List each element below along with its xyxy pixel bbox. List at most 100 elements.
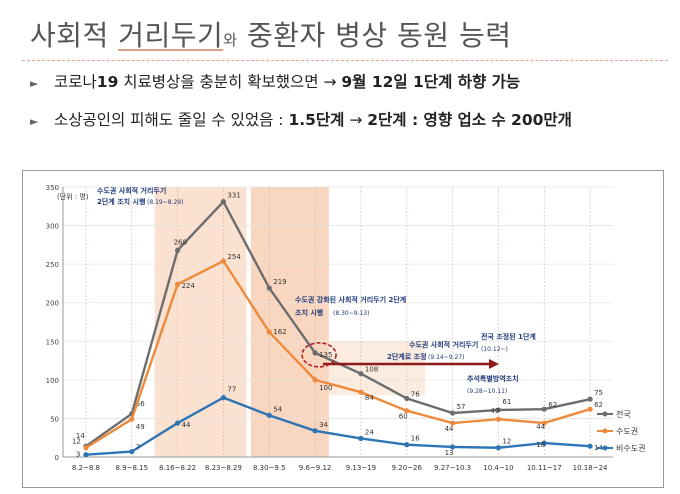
series-2-point-5 [312, 428, 318, 434]
series-2-point-6 [358, 435, 364, 442]
phase3-annotation-line2: 2단계로 조정 [387, 352, 427, 361]
legend-label-0: 전국 [616, 409, 631, 419]
series-2-label-1: 7 [136, 444, 140, 452]
series-0-point-5 [312, 350, 318, 356]
series-2-label-7: 16 [411, 435, 420, 443]
legend-item-1: 수도권 [597, 426, 638, 436]
series-1-label-6: 84 [365, 394, 374, 402]
phase2-annotation-line2: 조치 시행 [295, 308, 323, 317]
series-2-point-1 [129, 449, 135, 455]
nation-annotation-line1: 전국 조정된 1단계 [481, 332, 536, 341]
series-0-label-1: 56 [136, 400, 145, 408]
series-line-2 [85, 396, 591, 456]
chart-grid [63, 186, 613, 458]
y-tick-label-2: 100 [46, 377, 59, 385]
series-1-point-10 [541, 420, 547, 426]
series-0-label-9: 61 [502, 398, 511, 406]
chuseok-annotation-line1: 추석특별방역조치 [467, 374, 519, 383]
y-tick-label-5: 250 [46, 261, 59, 269]
series-0-point-11 [587, 396, 593, 402]
legend-item-0: 전국 [597, 409, 631, 419]
phase2-annotation-period: (8.30~9.13) [333, 310, 369, 317]
series-1-label-8: 44 [445, 425, 454, 433]
series-1-point-8 [449, 420, 456, 426]
title-divider [22, 60, 668, 61]
series-2-point-9 [495, 445, 502, 451]
series-1-point-0 [83, 445, 89, 451]
series-1-label-1: 49 [136, 423, 145, 431]
series-1-point-1 [129, 416, 135, 422]
series-0-label-2: 268 [174, 238, 187, 246]
series-2-label-4: 54 [273, 405, 282, 413]
series-2-point-4 [266, 412, 272, 418]
trend-arrow-head [489, 359, 499, 369]
series-1-label-9: 49 [490, 407, 499, 415]
legend-item-2: 비수도권 [597, 443, 645, 453]
series-0-point-6 [358, 371, 364, 377]
series-0-label-10: 62 [548, 401, 557, 409]
series-1-label-11: 62 [594, 401, 603, 409]
bullet-arrow-icon: ► [30, 77, 39, 90]
phase3-shade [328, 341, 426, 396]
legend-label-2: 비수도권 [616, 443, 645, 453]
x-tick-label-1: 8.9~8.15 [115, 464, 148, 472]
x-tick-label-11: 10.18~24 [573, 464, 608, 472]
phase3-annotation-line1: 수도권 사회적 거리두기 [409, 340, 478, 349]
phase1-annotation-period: (8.19~8.29) [147, 199, 183, 206]
x-tick-label-5: 9.6~9.12 [299, 464, 332, 472]
series-1-label-4: 162 [273, 328, 286, 336]
series-2-label-0: 3 [76, 451, 80, 459]
bullet-1: ► 코로나19 치료병상을 충분히 확보했으면 → 9월 12일 1단계 하향 가… [30, 73, 521, 91]
y-tick-label-4: 200 [46, 300, 59, 308]
series-0-label-4: 219 [273, 278, 286, 286]
line-chart: 0 50 100 150 200 250 300 350 8.2~8.8 8.9~8.15 8.1… [46, 184, 646, 472]
phase1-annotation-line1: 수도권 사회적 거리두기 [97, 186, 166, 195]
y-tick-label-7: 350 [46, 184, 59, 192]
legend: 전국 수도권 비수도권 [597, 409, 645, 453]
y-tick-label-1: 50 [50, 415, 59, 423]
phase1-shade [154, 187, 247, 457]
series-2-label-10: 18 [536, 441, 545, 449]
series-2-point-0 [83, 452, 89, 458]
series-0-label-0: 14 [76, 432, 85, 440]
series-2-label-2: 44 [182, 421, 191, 429]
series-1-point-7 [404, 408, 410, 414]
series-line-1 [85, 259, 591, 449]
series-2-label-6: 24 [365, 428, 374, 436]
series-2-point-10 [541, 440, 547, 446]
series-0-point-2 [174, 247, 181, 253]
x-tick-label-4: 8.30~9.5 [253, 464, 286, 472]
x-tick-label-0: 8.2~8.8 [72, 464, 100, 472]
series-1-label-3: 254 [227, 253, 241, 261]
series-1-label-0: 12 [72, 438, 81, 446]
series-0-label-7: 76 [411, 390, 420, 398]
series-1-label-5: 100 [319, 384, 332, 392]
series-0-label-11: 75 [594, 389, 603, 397]
chuseok-annotation-period: (9.28~10.11) [467, 388, 507, 395]
series-2-point-3 [220, 395, 227, 401]
x-tick-label-2: 8.16~8.22 [159, 464, 196, 472]
series-1-point-2 [174, 281, 181, 287]
phase2-annotation-line1: 수도권 강화된 사회적 거리두기 2단계 [295, 295, 406, 304]
series-0-label-3: 331 [227, 192, 240, 200]
bullet-arrow-icon: ► [30, 115, 39, 128]
series-1-label-7: 60 [399, 413, 408, 421]
series-2-label-5: 34 [319, 421, 328, 429]
y-tick-label-6: 300 [46, 223, 59, 231]
series-1-point-11 [587, 406, 593, 412]
series-2-point-8 [449, 444, 456, 450]
unit-label: (단위 : 명) [57, 192, 89, 201]
x-tick-label-3: 8.23~8.29 [205, 464, 242, 472]
series-0-point-9 [495, 407, 502, 413]
series-0-point-4 [266, 285, 272, 291]
highlight-circle [301, 342, 337, 368]
series-0-point-3 [220, 199, 227, 205]
chart-frame: 0 50 100 150 200 250 300 350 8.2~8.8 8.9~8.15 8.1… [22, 170, 664, 488]
slide-title: 사회적 거리두기와 중환자 병상 동원 능력 [30, 19, 512, 52]
series-2-point-7 [404, 442, 410, 448]
nation-annotation-period: (10.12~) [481, 346, 508, 353]
series-1-point-5 [312, 377, 318, 383]
y-tick-label-3: 150 [46, 338, 59, 346]
phase3-annotation-period: (9.14~9.27) [428, 354, 464, 361]
y-tick-label-0: 0 [55, 454, 59, 462]
